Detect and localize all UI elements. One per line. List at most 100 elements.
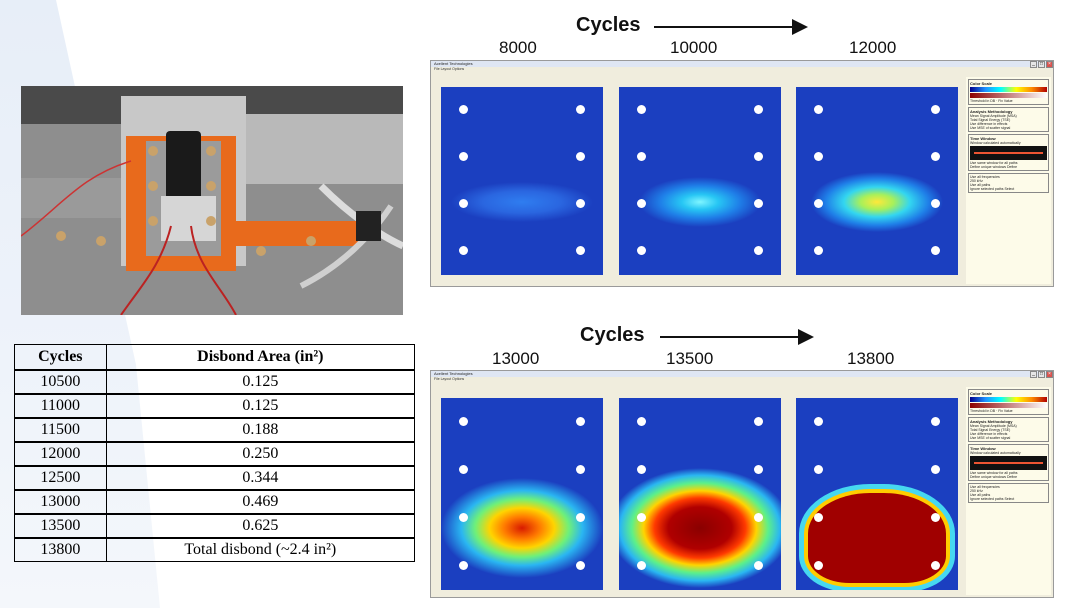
all-paths-option[interactable]: Use all paths bbox=[970, 493, 991, 497]
option-mse[interactable]: Use MSE of scatter signal bbox=[970, 126, 1011, 130]
table-header-disbond-area: Disbond Area (in²) bbox=[105, 344, 416, 371]
cycle-label-13800: 13800 bbox=[847, 349, 895, 368]
option-mse[interactable]: Use MSE of scatter signal bbox=[970, 436, 1011, 440]
cycles-heading-bottom: Cycles bbox=[580, 324, 645, 346]
same-window-option[interactable]: Use same window for all paths bbox=[970, 471, 1018, 475]
sensor-dot bbox=[575, 152, 585, 162]
select-button[interactable]: Select bbox=[1004, 187, 1015, 191]
minimize-icon[interactable]: _ bbox=[1030, 371, 1037, 378]
cycle-label-12000: 12000 bbox=[849, 38, 897, 57]
sensor-dot bbox=[637, 152, 647, 162]
app-window-bottom: Acellent Technologies _ □ × File Layout … bbox=[430, 370, 1054, 598]
sensor-dot bbox=[753, 152, 763, 162]
color-scale-section: Color Scale Threshold in DB · Fix Value bbox=[968, 79, 1049, 105]
color-scale-bar[interactable] bbox=[970, 397, 1047, 402]
threshold-label: Threshold in DB bbox=[970, 409, 996, 413]
table-cell: 0.625 bbox=[105, 513, 416, 539]
maximize-icon[interactable]: □ bbox=[1038, 371, 1045, 378]
time-window-heading: Time Window bbox=[970, 446, 996, 451]
option-difference[interactable]: Use difference in effects bbox=[970, 122, 1008, 126]
damage-image-13000 bbox=[441, 398, 603, 590]
table-cell: 0.250 bbox=[105, 441, 416, 467]
color-scale-heading: Color Scale bbox=[970, 81, 993, 86]
color-scale-section: Color Scale Threshold in DB · Fix Value bbox=[968, 389, 1049, 415]
method-option-msa[interactable]: Mean Signal Amplitude (MSA) bbox=[970, 114, 1017, 118]
fix-value-label[interactable]: Fix Value bbox=[998, 409, 1013, 413]
sensor-dot bbox=[753, 199, 763, 209]
ignore-paths-option[interactable]: Ignore selected paths bbox=[970, 187, 1004, 191]
define-button[interactable]: Define bbox=[1006, 165, 1018, 169]
ignore-paths-option[interactable]: Ignore selected paths bbox=[970, 497, 1004, 501]
analysis-methodology-section: Analysis Methodology Mean Signal Amplitu… bbox=[968, 107, 1049, 132]
sensor-dot bbox=[753, 105, 763, 115]
table-header-cycles: Cycles bbox=[14, 344, 107, 371]
sensor-dot bbox=[637, 246, 647, 256]
sensor-dot bbox=[814, 464, 824, 474]
table-cell: 13500 bbox=[14, 513, 107, 539]
table-cell: 0.469 bbox=[105, 489, 416, 515]
sensor-dot bbox=[459, 105, 469, 115]
sensor-dot bbox=[753, 512, 763, 522]
cycles-heading-top: Cycles bbox=[576, 14, 641, 36]
paths-section: Use all frequencies 250 kHz Use all path… bbox=[968, 483, 1049, 503]
window-menu-bar[interactable]: File Layout Options bbox=[434, 377, 465, 381]
table-cell: 13000 bbox=[14, 489, 107, 515]
frequency-select[interactable]: 250 kHz bbox=[970, 179, 983, 183]
color-scale-bar-alt[interactable] bbox=[970, 403, 1047, 408]
auto-window-option[interactable]: Window calculated automatically bbox=[970, 141, 1021, 145]
frequency-option[interactable]: Use all frequencies bbox=[970, 175, 1000, 179]
method-option-tse[interactable]: Total Signal Energy (TSE) bbox=[970, 118, 1011, 122]
damage-image-10000 bbox=[619, 87, 781, 275]
sensor-dot bbox=[814, 512, 824, 522]
window-title-bar: Acellent Technologies bbox=[431, 371, 1053, 377]
disbond-table: Cycles Disbond Area (in²) 10500 0.125 110… bbox=[14, 344, 416, 562]
time-window-heading: Time Window bbox=[970, 136, 996, 141]
analysis-methodology-section: Analysis Methodology Mean Signal Amplitu… bbox=[968, 417, 1049, 442]
sensor-dot bbox=[459, 246, 469, 256]
sensor-dot bbox=[753, 246, 763, 256]
methodology-heading: Analysis Methodology bbox=[970, 419, 1013, 424]
color-scale-bar[interactable] bbox=[970, 87, 1047, 92]
select-button[interactable]: Select bbox=[1004, 497, 1015, 501]
table-cell: 10500 bbox=[14, 369, 107, 395]
sensor-dot bbox=[637, 512, 647, 522]
sensor-dot bbox=[930, 246, 940, 256]
damage-blob bbox=[811, 172, 943, 232]
table-cell: 0.188 bbox=[105, 417, 416, 443]
window-controls: _ □ × bbox=[1030, 61, 1053, 68]
damage-blob bbox=[451, 182, 593, 222]
threshold-label: Threshold in DB bbox=[970, 99, 996, 103]
color-scale-bar-alt[interactable] bbox=[970, 93, 1047, 98]
sensor-dot bbox=[814, 560, 824, 570]
specimen-photo bbox=[21, 86, 403, 315]
close-icon[interactable]: × bbox=[1046, 371, 1053, 378]
method-option-tse[interactable]: Total Signal Energy (TSE) bbox=[970, 428, 1011, 432]
minimize-icon[interactable]: _ bbox=[1030, 61, 1037, 68]
close-icon[interactable]: × bbox=[1046, 61, 1053, 68]
sensor-dot bbox=[637, 199, 647, 209]
define-button[interactable]: Define bbox=[1006, 475, 1018, 479]
sensor-dot bbox=[930, 105, 940, 115]
damage-image-13500 bbox=[619, 398, 781, 590]
auto-window-option[interactable]: Window calculated automatically bbox=[970, 451, 1021, 455]
fix-value-label[interactable]: Fix Value bbox=[998, 99, 1013, 103]
sensor-dot bbox=[637, 560, 647, 570]
sensor-dot bbox=[575, 464, 585, 474]
damage-image-12000 bbox=[796, 87, 958, 275]
frequency-select[interactable]: 250 kHz bbox=[970, 489, 983, 493]
sensor-dot bbox=[753, 416, 763, 426]
sensor-dot bbox=[459, 416, 469, 426]
window-menu-bar[interactable]: File Layout Options bbox=[434, 67, 465, 71]
same-window-option[interactable]: Use same window for all paths bbox=[970, 161, 1018, 165]
method-option-msa[interactable]: Mean Signal Amplitude (MSA) bbox=[970, 424, 1017, 428]
unique-window-option[interactable]: Define unique windows bbox=[970, 165, 1006, 169]
damage-blob bbox=[639, 177, 761, 227]
sensor-dot bbox=[575, 512, 585, 522]
sensor-dot bbox=[459, 152, 469, 162]
option-difference[interactable]: Use difference in effects bbox=[970, 432, 1008, 436]
maximize-icon[interactable]: □ bbox=[1038, 61, 1045, 68]
sensor-dot bbox=[930, 464, 940, 474]
unique-window-option[interactable]: Define unique windows bbox=[970, 475, 1006, 479]
all-paths-option[interactable]: Use all paths bbox=[970, 183, 991, 187]
frequency-option[interactable]: Use all frequencies bbox=[970, 485, 1000, 489]
